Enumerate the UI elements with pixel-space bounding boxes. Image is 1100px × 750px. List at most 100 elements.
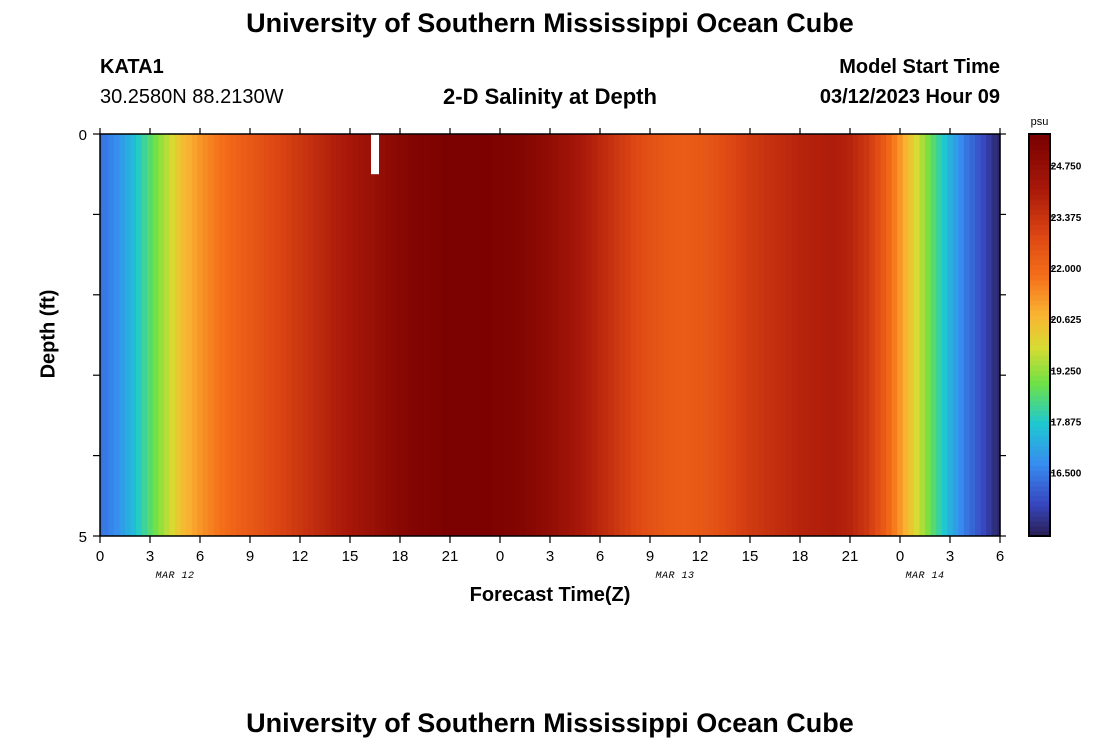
heatmap-cell bbox=[269, 134, 276, 536]
heatmap-cell bbox=[997, 134, 1001, 536]
heatmap-cell bbox=[252, 134, 259, 536]
heatmap-cell bbox=[958, 134, 965, 536]
heatmap-cell bbox=[691, 134, 698, 536]
heatmap-cell bbox=[336, 134, 343, 536]
heatmap-cell bbox=[491, 134, 498, 536]
x-axis-label: Forecast Time(Z) bbox=[469, 584, 631, 606]
heatmap-cell bbox=[725, 134, 732, 536]
heatmap-cell bbox=[608, 134, 615, 536]
heatmap-cell bbox=[586, 134, 593, 536]
heatmap-cell bbox=[513, 134, 521, 536]
heatmap-cell bbox=[902, 134, 909, 536]
colorbar-segment bbox=[1029, 259, 1050, 266]
colorbar-segment bbox=[1029, 470, 1050, 477]
heatmap-cell bbox=[547, 134, 554, 536]
heatmap-cell bbox=[463, 134, 471, 536]
heatmap-cell bbox=[669, 134, 676, 536]
heatmap-cell bbox=[897, 134, 904, 536]
heatmap-cell bbox=[808, 134, 815, 536]
heatmap-cell bbox=[575, 134, 582, 536]
heatmap-cell bbox=[819, 134, 826, 536]
x-tick-label: 12 bbox=[692, 548, 709, 565]
heatmap-cell bbox=[280, 134, 287, 536]
heatmap-cell bbox=[980, 134, 987, 536]
colorbar-segment bbox=[1029, 415, 1050, 422]
heatmap-cell bbox=[102, 134, 109, 536]
colorbar-segment bbox=[1029, 440, 1050, 447]
colorbar-segment bbox=[1029, 184, 1050, 190]
heatmap-cell bbox=[625, 134, 632, 536]
heatmap-cell bbox=[486, 134, 493, 536]
colorbar-segment bbox=[1029, 209, 1050, 215]
chart-subtitle: 2-D Salinity at Depth bbox=[443, 84, 657, 109]
heatmap-cell bbox=[591, 134, 598, 536]
colorbar-segment bbox=[1029, 435, 1050, 442]
heatmap-cell bbox=[208, 134, 215, 536]
heatmap-cell bbox=[680, 134, 687, 536]
heatmap-cell bbox=[847, 134, 854, 536]
heatmap-cell bbox=[141, 134, 148, 536]
model-start-label: Model Start Time bbox=[839, 56, 1000, 78]
heatmap-cell bbox=[552, 134, 559, 536]
x-tick-label: 3 bbox=[146, 548, 154, 565]
heatmap-cell bbox=[747, 134, 754, 536]
heatmap-cell bbox=[352, 134, 359, 536]
heatmap-cell bbox=[130, 134, 137, 536]
colorbar-segment bbox=[1029, 425, 1050, 432]
colorbar-segment bbox=[1029, 199, 1050, 205]
colorbar-segment bbox=[1029, 319, 1050, 326]
x-tick-label: 0 bbox=[96, 548, 104, 565]
colorbar-segment bbox=[1029, 299, 1050, 306]
heatmap-cell bbox=[186, 134, 193, 536]
heatmap-cell bbox=[963, 134, 971, 536]
colorbar-segment bbox=[1029, 179, 1050, 185]
heatmap-cell bbox=[525, 134, 532, 536]
heatmap-cell bbox=[325, 134, 332, 536]
heatmap-cell bbox=[719, 134, 726, 536]
heatmap-cell bbox=[100, 134, 104, 536]
date-label: MAR 12 bbox=[155, 571, 194, 582]
colorbar-segment bbox=[1029, 309, 1050, 316]
colorbar-segment bbox=[1029, 159, 1050, 165]
heatmap-cell bbox=[152, 134, 159, 536]
heatmap-cell bbox=[769, 134, 776, 536]
heatmap-cell bbox=[475, 134, 482, 536]
heatmap-cell bbox=[330, 134, 337, 536]
heatmap-cell bbox=[197, 134, 204, 536]
heatmap-cell bbox=[413, 134, 421, 536]
heatmap-cell bbox=[297, 134, 304, 536]
colorbar-tick-label: 24.750 bbox=[1051, 162, 1082, 173]
heatmap-cell bbox=[436, 134, 443, 536]
heatmap-cell bbox=[702, 134, 709, 536]
heatmap-cell bbox=[202, 134, 209, 536]
colorbar-segment bbox=[1029, 530, 1050, 537]
colorbar-segment bbox=[1029, 289, 1050, 296]
heatmap-cell bbox=[863, 134, 871, 536]
heatmap-cell bbox=[136, 134, 143, 536]
heatmap-cell bbox=[219, 134, 226, 536]
colorbar-frame bbox=[1028, 133, 1051, 537]
colorbar-segment bbox=[1029, 525, 1050, 532]
colorbar-segment bbox=[1029, 380, 1050, 386]
heatmap-cell bbox=[875, 134, 882, 536]
x-tick-label: 9 bbox=[246, 548, 254, 565]
heatmap-cell bbox=[425, 134, 432, 536]
heatmap-cell bbox=[447, 134, 454, 536]
colorbar-segment bbox=[1029, 244, 1050, 251]
x-tick-label: 0 bbox=[896, 548, 904, 565]
colorbar-segment bbox=[1029, 214, 1050, 221]
heatmap-cell bbox=[225, 134, 232, 536]
heatmap-cell bbox=[308, 134, 315, 536]
x-tick-label: 0 bbox=[496, 548, 504, 565]
heatmap-cell bbox=[402, 134, 409, 536]
heatmap-cell bbox=[969, 134, 976, 536]
colorbar-segment bbox=[1029, 350, 1050, 356]
heatmap-cell bbox=[708, 134, 715, 536]
colorbar-segment bbox=[1029, 149, 1050, 155]
heatmap-cell bbox=[175, 134, 182, 536]
heatmap-cell bbox=[869, 134, 876, 536]
heatmap-cell bbox=[569, 134, 576, 536]
heatmap-cell bbox=[313, 134, 321, 536]
heatmap-cell bbox=[952, 134, 959, 536]
colorbar-tick-label: 19.250 bbox=[1051, 366, 1082, 377]
